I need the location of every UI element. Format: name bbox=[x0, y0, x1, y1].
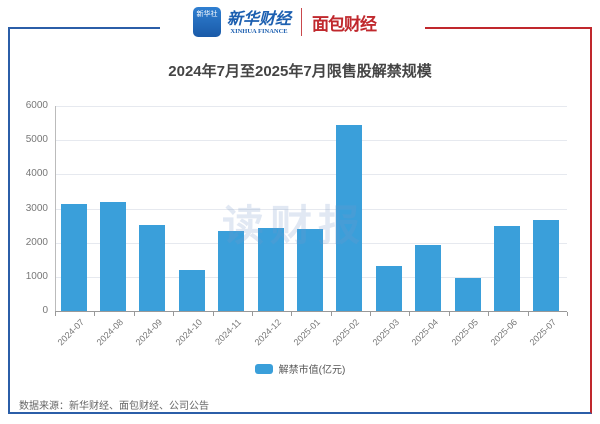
x-tick bbox=[291, 312, 293, 316]
xinhua-finance-logo: 新华财经 XINHUA FINANCE bbox=[227, 8, 292, 35]
y-tick-label: 1000 bbox=[25, 270, 48, 282]
y-tick-label: 4000 bbox=[25, 168, 48, 180]
plot-area bbox=[55, 106, 567, 311]
header-logos: 新华社 新华财经 XINHUA FINANCE 面包财经 bbox=[160, 4, 425, 40]
x-tick bbox=[567, 312, 568, 316]
x-tick bbox=[488, 312, 490, 316]
gridline bbox=[55, 140, 567, 142]
x-tick bbox=[409, 312, 411, 316]
y-tick-label: 6000 bbox=[25, 100, 48, 111]
legend[interactable]: 解禁市值(亿元) bbox=[0, 361, 600, 376]
bar[interactable] bbox=[375, 265, 402, 311]
gridline bbox=[55, 208, 567, 210]
chart-title: 2024年7月至2025年7月限售股解禁规模 bbox=[168, 63, 432, 80]
watermark: 读财报 bbox=[222, 202, 367, 249]
y-tick-label: 2000 bbox=[25, 236, 48, 248]
x-tick bbox=[173, 312, 175, 316]
x-tick bbox=[330, 312, 332, 316]
bar[interactable] bbox=[100, 202, 127, 311]
y-tick-label: 5000 bbox=[25, 134, 48, 146]
xinhua-finance-en: XINHUA FINANCE bbox=[230, 27, 288, 35]
x-tick bbox=[212, 312, 214, 316]
bar[interactable] bbox=[297, 229, 323, 311]
xinhua-news-logo-icon: 新华社 bbox=[193, 7, 221, 37]
y-tick-label: 0 bbox=[42, 305, 48, 316]
x-tick bbox=[94, 312, 96, 316]
bar[interactable] bbox=[336, 125, 363, 311]
x-tick bbox=[448, 312, 450, 316]
chart-frame-left bbox=[8, 27, 298, 414]
legend-label: 解禁市值(亿元) bbox=[278, 365, 346, 376]
x-tick bbox=[370, 312, 372, 316]
bar[interactable] bbox=[60, 204, 87, 311]
bar[interactable] bbox=[454, 278, 481, 311]
mianbao-finance-logo: 面包财经 bbox=[312, 14, 377, 34]
xinhua-finance-cn: 新华财经 bbox=[227, 8, 292, 28]
legend-swatch-icon bbox=[254, 363, 273, 374]
x-tick bbox=[55, 312, 56, 316]
bar[interactable] bbox=[415, 245, 442, 311]
bar[interactable] bbox=[139, 225, 166, 311]
logo-divider bbox=[301, 8, 303, 36]
bar[interactable] bbox=[533, 220, 560, 311]
bar[interactable] bbox=[257, 227, 284, 311]
data-source-note: 数据来源：新华财经、面包财经、公司公告 bbox=[19, 401, 209, 412]
x-tick bbox=[527, 312, 529, 316]
x-axis-line bbox=[55, 311, 567, 312]
gridline bbox=[55, 174, 567, 176]
x-tick bbox=[251, 312, 253, 316]
bar[interactable] bbox=[178, 270, 205, 311]
chart-frame-right bbox=[298, 27, 592, 414]
bar[interactable] bbox=[493, 225, 520, 311]
y-tick-label: 3000 bbox=[25, 202, 48, 214]
x-tick bbox=[133, 312, 135, 316]
gridline bbox=[55, 106, 567, 107]
bar[interactable] bbox=[218, 231, 245, 311]
y-axis-line bbox=[55, 106, 56, 311]
